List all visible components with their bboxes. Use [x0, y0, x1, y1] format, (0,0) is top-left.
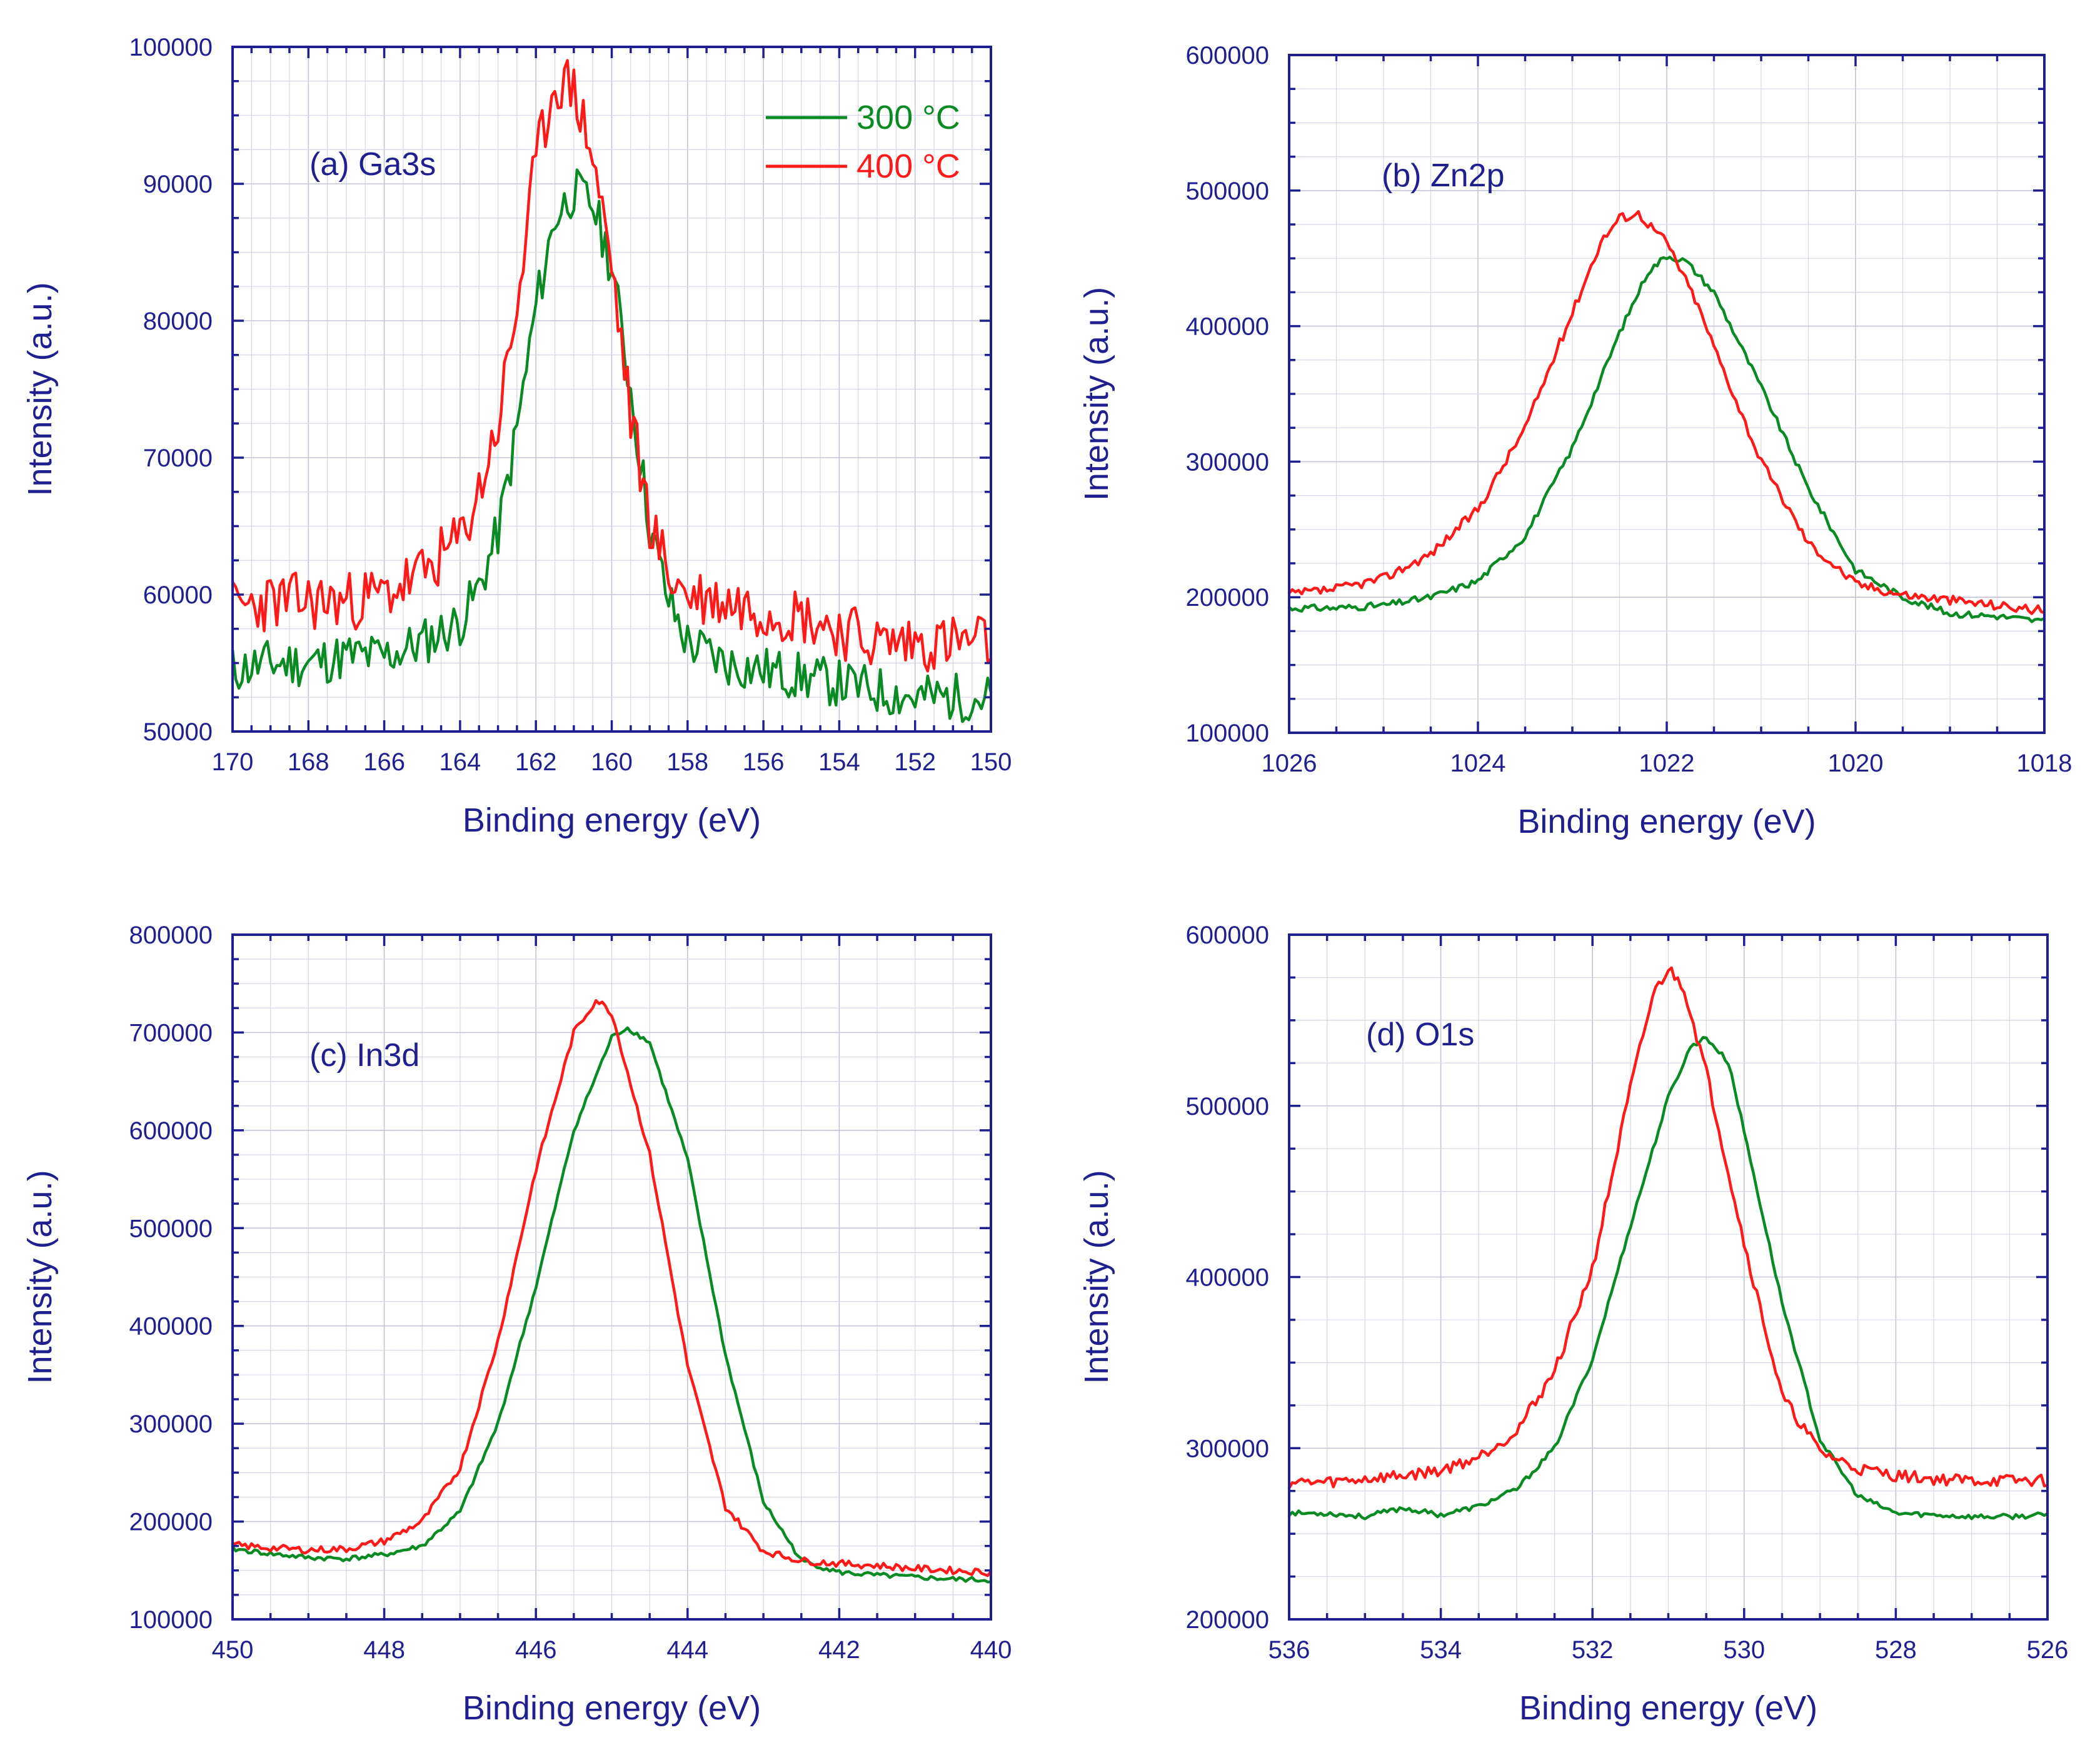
y-tick-label: 400000 — [1186, 1264, 1269, 1292]
y-axis-title: Intensity (a.u.) — [1078, 287, 1115, 501]
x-tick-label: 1026 — [1262, 750, 1317, 777]
y-tick-label: 400000 — [1186, 313, 1269, 341]
x-tick-label: 530 — [1723, 1636, 1765, 1664]
x-axis-title: Binding energy (eV) — [463, 802, 761, 839]
y-tick-label: 300000 — [1186, 1435, 1269, 1462]
series-line-300c — [231, 1026, 993, 1584]
y-tick-label: 800000 — [129, 922, 213, 949]
x-tick-label: 170 — [212, 748, 254, 776]
x-tick-label: 526 — [2027, 1636, 2069, 1664]
x-tick-label: 446 — [515, 1636, 557, 1664]
x-tick-label: 444 — [666, 1636, 708, 1664]
x-tick-label: 158 — [666, 748, 708, 776]
y-tick-label: 80000 — [143, 308, 213, 335]
y-tick-label: 200000 — [1186, 584, 1269, 611]
x-tick-label: 168 — [288, 748, 329, 776]
x-tick-label: 440 — [970, 1636, 1012, 1664]
y-tick-label: 300000 — [1186, 448, 1269, 476]
panel-c-in3d: 450 448 446 444 442 440 100000 200000 300000 4000… — [21, 922, 1012, 1727]
x-tick-label: 1024 — [1450, 750, 1506, 777]
series-line-400c — [1287, 210, 2046, 615]
x-tick-label: 150 — [970, 748, 1012, 776]
x-tick-label: 532 — [1572, 1636, 1614, 1664]
y-tick-label: 300000 — [129, 1411, 213, 1438]
x-tick-label: 154 — [818, 748, 860, 776]
x-tick-label: 450 — [212, 1636, 254, 1664]
grid — [1289, 54, 2045, 733]
y-tick-label: 400000 — [129, 1313, 213, 1340]
legend-label: 300 °C — [857, 99, 960, 136]
y-tick-label: 600000 — [1186, 42, 1269, 69]
series-line-300c — [1287, 1035, 2049, 1521]
y-tick-label: 100000 — [1186, 720, 1269, 747]
x-axis-title: Binding energy (eV) — [463, 1689, 761, 1727]
y-tick-label: 70000 — [143, 445, 213, 472]
y-tick-label: 90000 — [143, 171, 213, 198]
x-tick-label: 1020 — [1828, 750, 1884, 777]
y-tick-label: 500000 — [129, 1215, 213, 1242]
panel-label: (b) Zn2p — [1382, 158, 1505, 194]
panel-a-ga3s: 170 168 166 164 162 160 158 156 154 152 150 50000 60… — [21, 34, 1012, 839]
x-tick-label: 160 — [591, 748, 633, 776]
y-tick-label: 100000 — [129, 34, 213, 61]
panel-label: (a) Ga3s — [309, 146, 436, 183]
y-tick-label: 200000 — [1186, 1606, 1269, 1634]
panel-label: (c) In3d — [309, 1037, 419, 1074]
panel-b-zn2p: 1026 1024 1022 1020 1018 100000 200000 300000 40… — [1078, 42, 2072, 840]
x-tick-label: 442 — [818, 1636, 860, 1664]
y-axis-title: Intensity (a.u.) — [21, 282, 59, 496]
y-axis-title: Intensity (a.u.) — [1078, 1170, 1115, 1384]
series-line-300c — [1287, 256, 2046, 623]
y-tick-label: 500000 — [1186, 178, 1269, 205]
x-tick-label: 152 — [894, 748, 936, 776]
x-tick-label: 166 — [363, 748, 405, 776]
legend-label: 400 °C — [857, 148, 960, 185]
y-tick-label: 50000 — [143, 718, 213, 746]
y-tick-label: 600000 — [1186, 922, 1269, 949]
panel-label: (d) O1s — [1366, 1017, 1474, 1053]
series-line-400c — [1287, 966, 2049, 1490]
x-tick-label: 162 — [515, 748, 557, 776]
x-tick-label: 1022 — [1639, 750, 1695, 777]
panel-d-o1s: 536 534 532 530 528 526 200000 300000 400000 5000… — [1078, 922, 2068, 1727]
y-tick-label: 100000 — [129, 1606, 213, 1634]
y-tick-label: 700000 — [129, 1019, 213, 1047]
x-tick-label: 1018 — [2017, 750, 2072, 777]
x-tick-label: 534 — [1420, 1636, 1462, 1664]
x-axis-title: Binding energy (eV) — [1517, 803, 1816, 840]
legend: 300 °C 400 °C — [766, 99, 960, 185]
x-tick-label: 448 — [363, 1636, 405, 1664]
y-tick-label: 200000 — [129, 1509, 213, 1536]
x-tick-label: 164 — [440, 748, 481, 776]
y-axis-title: Intensity (a.u.) — [21, 1170, 59, 1384]
y-tick-label: 600000 — [129, 1117, 213, 1145]
x-axis-title: Binding energy (eV) — [1519, 1689, 1817, 1727]
x-tick-label: 528 — [1875, 1636, 1917, 1664]
series-line-400c — [231, 59, 993, 673]
x-tick-label: 156 — [743, 748, 785, 776]
y-tick-label: 500000 — [1186, 1093, 1269, 1120]
x-tick-label: 536 — [1269, 1636, 1310, 1664]
y-tick-label: 60000 — [143, 581, 213, 609]
series-line-400c — [231, 998, 993, 1577]
